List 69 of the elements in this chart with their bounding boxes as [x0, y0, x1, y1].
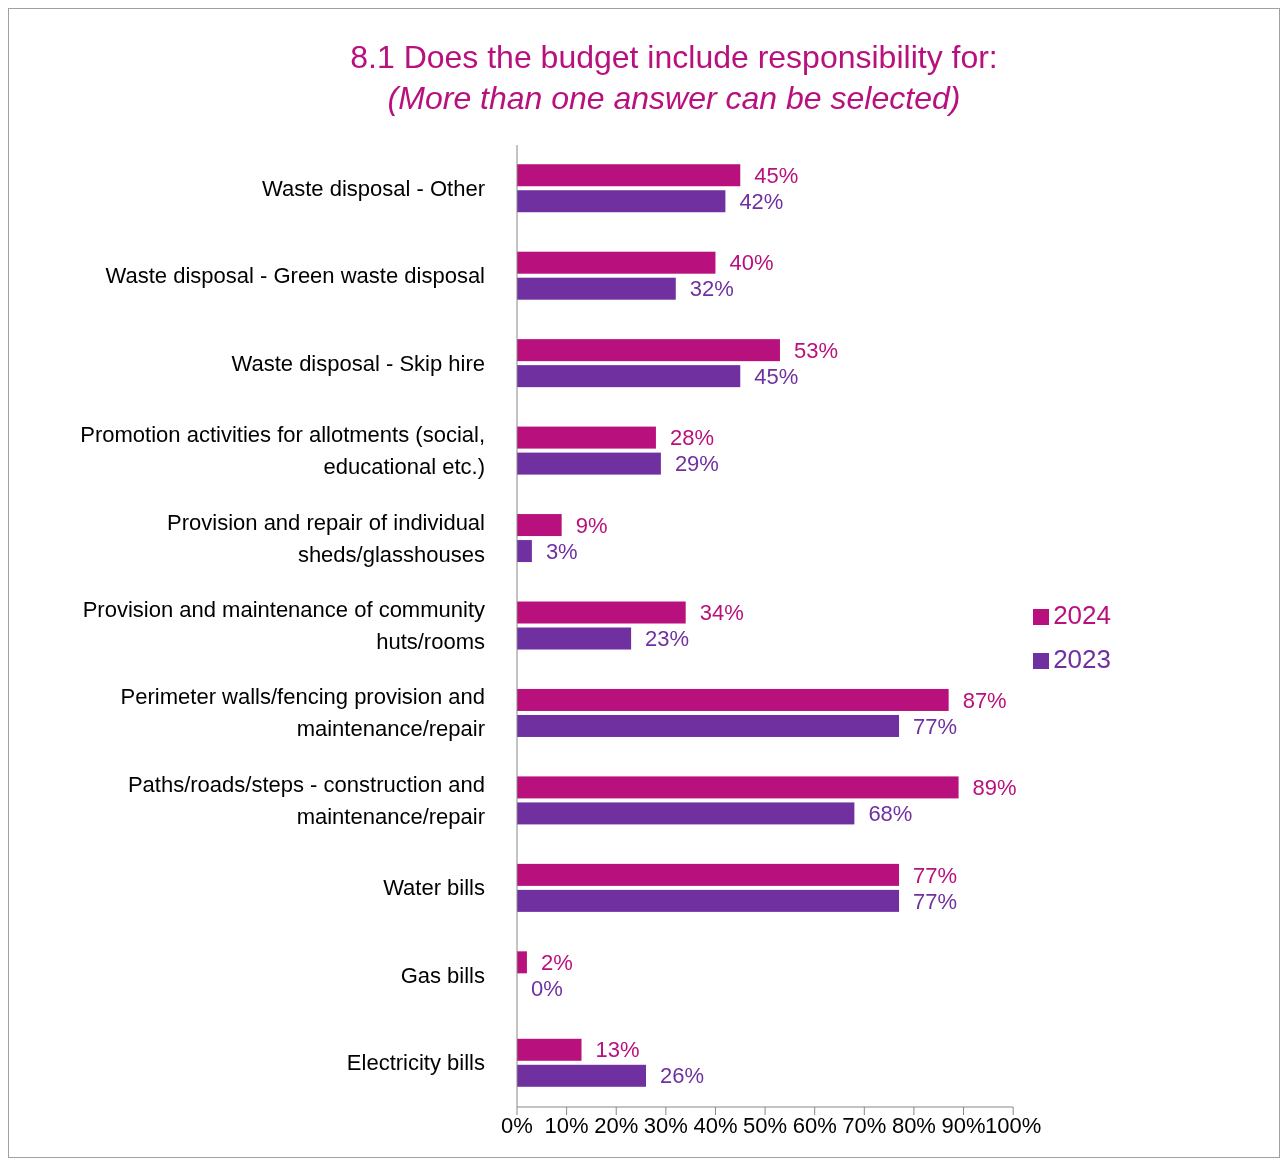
x-tick-label: 100% — [985, 1112, 1042, 1138]
bar — [517, 277, 676, 300]
bar — [517, 863, 900, 886]
bar — [517, 251, 716, 274]
bar — [517, 951, 527, 974]
y-tick-label: Electricity bills — [346, 1049, 485, 1078]
bar — [517, 776, 959, 799]
bar — [517, 190, 726, 213]
data-label: 87% — [962, 687, 1007, 713]
data-label: 77% — [913, 862, 958, 888]
y-tick-label: Promotion activities for allotments (social, educational etc.) — [79, 421, 485, 482]
y-tick-label: Perimeter walls/fencing provision and maintenance/repair — [119, 683, 485, 744]
data-label: 32% — [689, 276, 734, 302]
x-tick-label: 60% — [792, 1112, 837, 1138]
data-label: 68% — [868, 801, 913, 827]
data-label: 77% — [913, 888, 958, 914]
bar — [517, 514, 562, 537]
bar — [517, 627, 632, 650]
legend-label: 2024 — [1053, 600, 1111, 630]
y-tick-label: Provision and repair of individual sheds/glasshouses — [166, 508, 485, 569]
bar — [517, 452, 661, 475]
bar — [517, 1064, 646, 1087]
data-label: 29% — [674, 451, 719, 477]
x-tick-label: 50% — [743, 1112, 788, 1138]
data-label: 28% — [669, 425, 714, 451]
x-tick-label: 20% — [594, 1112, 639, 1138]
bar — [517, 688, 949, 711]
data-label: 9% — [575, 512, 608, 538]
y-tick-label: Water bills — [383, 874, 485, 903]
data-label: 0% — [531, 976, 563, 1002]
data-label: 45% — [754, 363, 799, 389]
data-label: 40% — [729, 250, 774, 276]
x-tick-label: 90% — [941, 1112, 986, 1138]
data-label: 53% — [793, 337, 839, 363]
chart-title: 8.1 Does the budget include responsibility for: — [349, 39, 999, 76]
bar — [517, 802, 855, 825]
bar — [517, 164, 741, 187]
data-label: 2% — [540, 950, 573, 976]
x-tick-label: 40% — [693, 1112, 738, 1138]
data-label: 89% — [972, 775, 1017, 801]
chart-subtitle: (More than one answer can be selected) — [386, 80, 962, 117]
bar — [517, 339, 780, 362]
bar — [517, 365, 741, 388]
legend-label: 2023 — [1053, 644, 1111, 674]
x-tick-label: 30% — [643, 1112, 688, 1138]
data-label: 23% — [645, 626, 690, 652]
y-tick-label: Waste disposal - Skip hire — [231, 349, 485, 378]
bar — [517, 426, 656, 449]
y-tick-label: Waste disposal - Other — [262, 174, 485, 203]
data-label: 45% — [754, 162, 799, 188]
y-tick-label: Waste disposal - Green waste disposal — [105, 262, 485, 291]
x-tick-label: 0% — [501, 1112, 533, 1138]
data-label: 77% — [913, 713, 958, 739]
data-label: 42% — [739, 188, 784, 214]
x-tick-label: 70% — [842, 1112, 887, 1138]
y-tick-label: Gas bills — [400, 961, 485, 990]
data-label: 34% — [699, 600, 744, 626]
bar — [517, 601, 686, 624]
data-label: 3% — [545, 538, 578, 564]
y-tick-label: Provision and maintenance of community huts/rooms — [81, 596, 485, 656]
bar — [517, 540, 532, 563]
bar — [517, 889, 900, 912]
x-tick-label: 80% — [891, 1112, 936, 1138]
bar — [517, 1038, 582, 1061]
bar — [517, 714, 900, 737]
x-tick-label: 10% — [544, 1112, 589, 1138]
data-label: 26% — [660, 1063, 705, 1089]
y-tick-label: Paths/roads/steps - construction and maintenance/repair — [126, 770, 485, 831]
data-label: 13% — [595, 1037, 640, 1063]
